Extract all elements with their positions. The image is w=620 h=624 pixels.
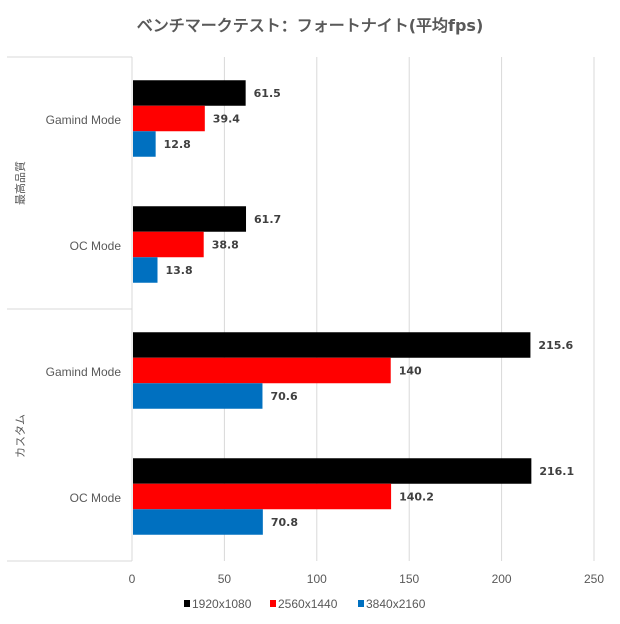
x-tick-label: 0 xyxy=(129,572,136,586)
data-label: 61.5 xyxy=(254,87,281,100)
data-label: 215.6 xyxy=(538,339,573,352)
legend-swatch xyxy=(270,600,276,607)
bar xyxy=(133,357,391,384)
legend-label: 1920x1080 xyxy=(192,597,252,611)
data-label: 140.2 xyxy=(399,491,434,504)
bar xyxy=(133,231,204,258)
bar xyxy=(133,332,531,358)
bar xyxy=(133,105,205,132)
category-label: Gamind Mode xyxy=(46,365,122,379)
x-tick-label: 200 xyxy=(492,572,512,586)
legend-label: 2560x1440 xyxy=(278,597,338,611)
data-label: 216.1 xyxy=(539,465,574,478)
legend-swatch xyxy=(184,600,190,607)
bar xyxy=(133,80,246,106)
bars: 61.5 39.4 12.8 61.7 38.8 13.8 215.6 140 70.6 216.… xyxy=(133,80,574,535)
bar xyxy=(133,458,532,484)
category-label: OC Mode xyxy=(70,239,122,253)
data-label: 13.8 xyxy=(166,264,193,277)
bar xyxy=(133,257,158,283)
data-label: 39.4 xyxy=(213,113,240,126)
category-label: Gamind Mode xyxy=(46,113,122,127)
bar xyxy=(133,383,263,409)
legend-label: 3840x2160 xyxy=(366,597,426,611)
bar xyxy=(133,483,392,510)
data-label: 38.8 xyxy=(212,239,239,252)
x-tick-label: 100 xyxy=(307,572,327,586)
chart-title: ベンチマークテスト：フォートナイト(平均fps) xyxy=(137,16,484,35)
legend-swatch xyxy=(358,600,364,607)
bar xyxy=(133,509,263,535)
group-label: 最高品質 xyxy=(13,161,27,205)
bar xyxy=(133,131,156,157)
x-tick-label: 250 xyxy=(584,572,604,586)
x-tick-label: 150 xyxy=(399,572,419,586)
legend: 1920x1080 2560x1440 3840x2160 xyxy=(184,597,426,611)
bar xyxy=(133,206,247,232)
data-label: 70.6 xyxy=(270,390,297,403)
data-label: 12.8 xyxy=(164,138,191,151)
data-label: 61.7 xyxy=(254,213,281,226)
data-label: 70.8 xyxy=(271,516,298,529)
x-tick-label: 50 xyxy=(218,572,232,586)
category-label: OC Mode xyxy=(70,491,122,505)
group-label: カスタム xyxy=(14,414,27,458)
data-label: 140 xyxy=(399,365,422,378)
